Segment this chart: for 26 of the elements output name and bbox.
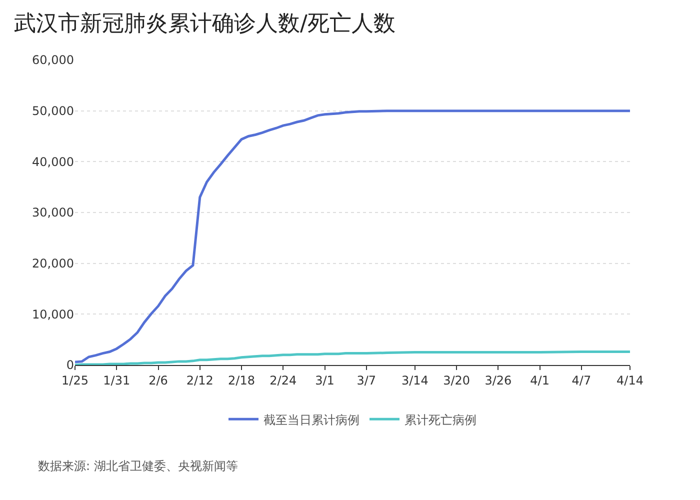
x-tick-label: 2/12 [186, 373, 214, 388]
x-tick-label: 3/1 [315, 373, 334, 388]
x-tick-label: 2/24 [270, 373, 297, 388]
y-tick-label: 10,000 [32, 307, 74, 322]
x-tick-label: 1/31 [103, 373, 130, 388]
x-tick-label: 3/14 [401, 373, 428, 388]
x-tick-label: 2/6 [148, 373, 168, 388]
x-tick-label: 3/7 [356, 373, 376, 388]
y-tick-label: 20,000 [32, 256, 74, 271]
x-tick-label: 4/7 [572, 373, 592, 388]
chart-title: 武汉市新冠肺炎累计确诊人数/死亡人数 [14, 11, 396, 36]
y-tick-label: 0 [66, 358, 74, 372]
x-tick-label: 3/20 [443, 373, 470, 388]
line-series [75, 110, 630, 364]
y-tick-label: 60,000 [32, 53, 74, 68]
legend-label: 截至当日累计病例 [264, 412, 360, 427]
x-tick-label: 2/18 [228, 373, 255, 388]
x-tick-label: 4/14 [616, 373, 644, 388]
y-tick-label: 30,000 [32, 206, 74, 220]
legend-label: 累计死亡病例 [404, 412, 476, 427]
x-tick-label: 1/25 [62, 373, 88, 388]
y-tick-label: 40,000 [32, 154, 74, 169]
y-tick-label: 50,000 [32, 104, 74, 118]
x-tick-label: 3/26 [484, 373, 512, 388]
source-note: 数据来源: 湖北省卫健委、央视新闻等 [38, 459, 238, 473]
x-tick-label: 4/1 [530, 373, 550, 388]
